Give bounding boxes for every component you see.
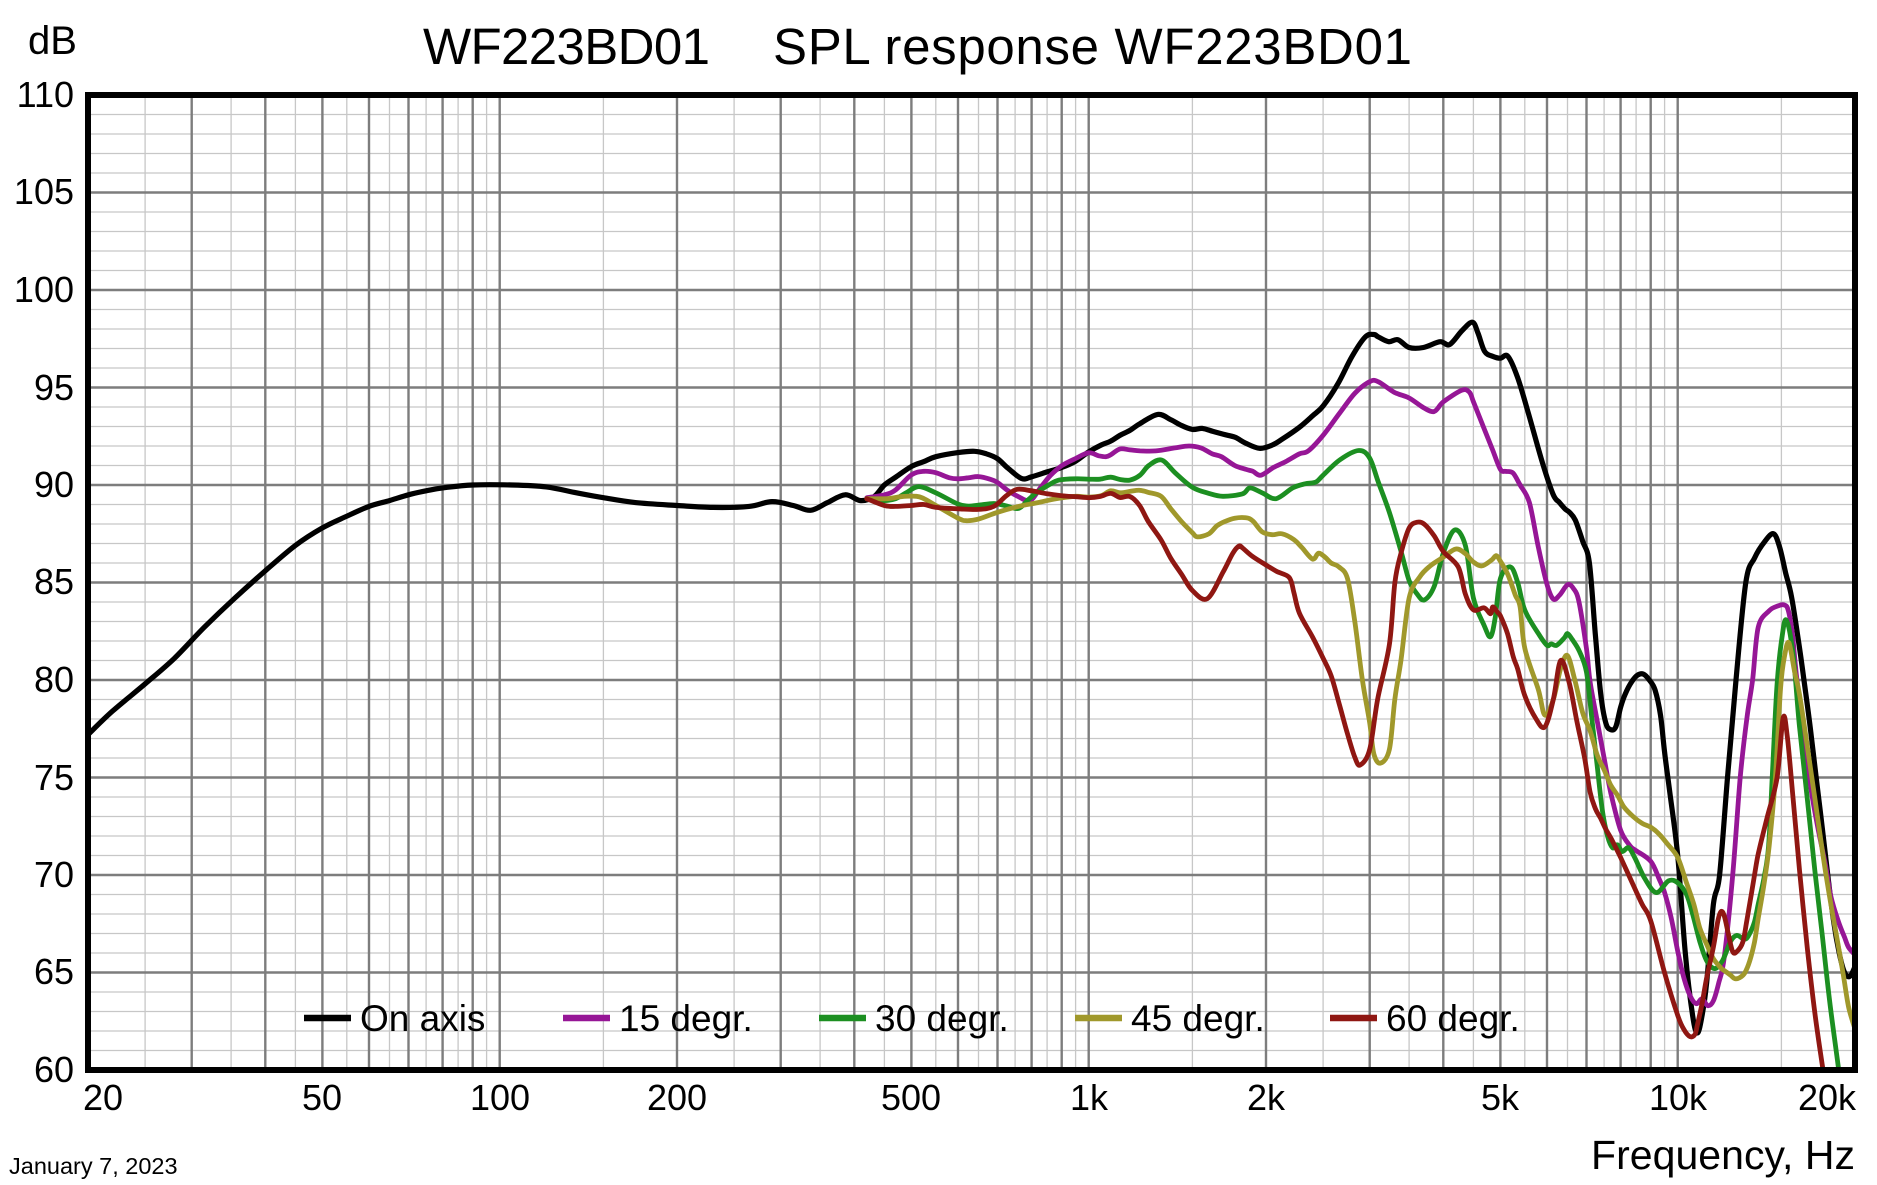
svg-text:75: 75	[34, 757, 74, 798]
svg-text:WF223BD01: WF223BD01	[423, 18, 710, 75]
svg-text:2k: 2k	[1247, 1077, 1286, 1118]
svg-text:45 degr.: 45 degr.	[1131, 998, 1265, 1039]
svg-text:30 degr.: 30 degr.	[875, 998, 1009, 1039]
svg-text:95: 95	[34, 367, 74, 408]
svg-text:50: 50	[302, 1077, 342, 1118]
svg-text:SPL response WF223BD01: SPL response WF223BD01	[773, 18, 1412, 75]
svg-text:100: 100	[14, 269, 74, 310]
svg-text:15 degr.: 15 degr.	[619, 998, 753, 1039]
svg-text:January 7, 2023: January 7, 2023	[9, 1153, 178, 1179]
svg-text:80: 80	[34, 659, 74, 700]
svg-text:Frequency, Hz: Frequency, Hz	[1591, 1132, 1855, 1178]
svg-text:200: 200	[647, 1077, 707, 1118]
svg-text:105: 105	[14, 171, 74, 212]
svg-text:1k: 1k	[1070, 1077, 1109, 1118]
svg-text:10k: 10k	[1649, 1077, 1708, 1118]
svg-text:70: 70	[34, 854, 74, 895]
svg-text:On axis: On axis	[360, 998, 485, 1039]
svg-text:dB: dB	[28, 19, 77, 63]
svg-text:60 degr.: 60 degr.	[1386, 998, 1520, 1039]
svg-text:20: 20	[83, 1077, 123, 1118]
svg-text:90: 90	[34, 464, 74, 505]
svg-text:20k: 20k	[1798, 1077, 1857, 1118]
svg-text:100: 100	[470, 1077, 530, 1118]
svg-text:85: 85	[34, 561, 74, 602]
svg-text:110: 110	[17, 74, 74, 115]
svg-text:5k: 5k	[1481, 1077, 1520, 1118]
svg-text:500: 500	[881, 1077, 941, 1118]
svg-text:65: 65	[34, 951, 74, 992]
svg-text:60: 60	[34, 1049, 74, 1090]
